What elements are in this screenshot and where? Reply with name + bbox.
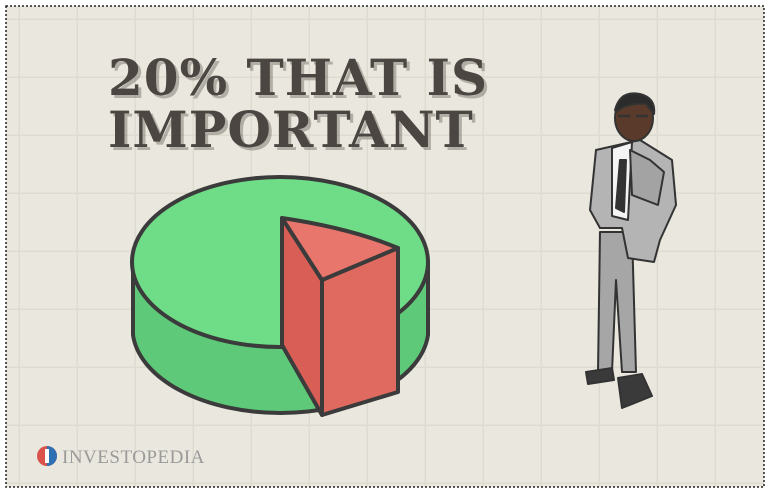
tie: [615, 159, 627, 213]
title-line: 20% THAT IS: [108, 48, 488, 107]
man-illustration: [585, 92, 677, 409]
arm: [629, 149, 665, 206]
logo-text: INVESTOPEDIA: [62, 447, 205, 468]
title-shadow: 20% THAT IS: [111, 51, 491, 110]
logo-icon-half: [47, 446, 57, 466]
title-line: IMPORTANT: [108, 100, 474, 159]
slice-top: [280, 216, 400, 282]
title-shadow: IMPORTANT: [111, 103, 477, 162]
shoe: [585, 367, 615, 385]
pie-illustration: [130, 175, 430, 417]
logo-icon-bar: [45, 449, 49, 463]
hair: [614, 92, 656, 115]
title: 20% THAT IS 20% THAT IS IMPORTANT IMPORT…: [108, 48, 491, 162]
logo: INVESTOPEDIA: [37, 446, 205, 468]
shoe: [617, 373, 653, 409]
